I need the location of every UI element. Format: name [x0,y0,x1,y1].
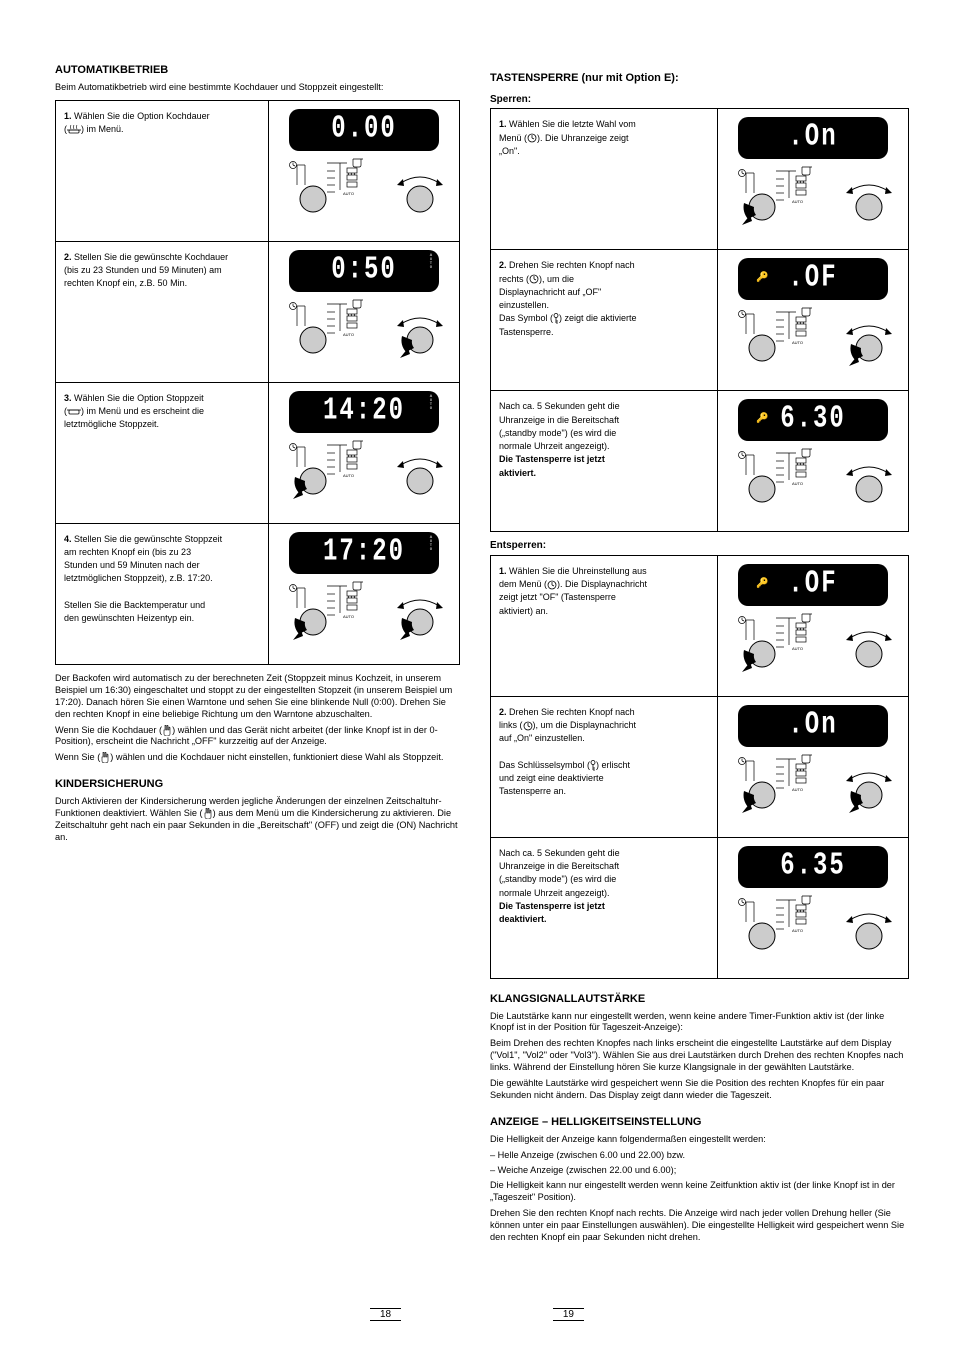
knob-row: AUTO [724,445,904,515]
step-num: 1. [64,111,72,121]
auto-panel-2: 2. Stellen Sie die gewünschte Kochdauer … [55,241,460,382]
knob-row: AUTO [724,304,904,374]
unlock-panel-2: 2. Drehen Sie rechten Knopf nach links (… [490,696,909,837]
klang-title: KLANGSIGNALLAUTSTÄRKE [490,993,909,1007]
knob-row: AUTO [275,578,455,648]
lcd-display: 0.00 [289,109,439,151]
lcd-display: .On [738,705,888,747]
knob-row: AUTO [724,892,904,962]
svg-text:AUTO: AUTO [792,481,803,486]
auto-section-title: AUTOMATIKBETRIEB [55,64,460,78]
lcd-display: 6.35 [738,846,888,888]
clock-icon [523,721,533,731]
key-icon [590,760,596,771]
svg-text:AUTO: AUTO [792,928,803,933]
knob-row: AUTO [724,751,904,821]
lock-panel-1: 1. Wählen Sie die letzte Wahl vom Menü (… [490,108,909,249]
auto-panel-4: 4. Stellen Sie die gewünschte Stoppzeit … [55,523,460,665]
svg-text:AUTO: AUTO [792,646,803,651]
svg-text:AUTO: AUTO [343,473,354,478]
svg-text:AUTO: AUTO [792,340,803,345]
knob-row: AUTO [724,163,904,233]
lcd-display: 14:20AUTO [289,391,439,433]
lcd-display: 🔑.OF [738,258,888,300]
knob-row: AUTO [275,155,455,225]
key-icon [553,313,559,324]
childsafe-title: KINDERSICHERUNG [55,778,460,792]
klang-body: Die Lautstärke kann nur eingestellt werd… [490,1011,909,1103]
lock-panel-3: Nach ca. 5 Sekunden geht die Uhranzeige … [490,390,909,532]
hand-icon [162,725,172,736]
pot-flat-icon [67,408,81,415]
clock-icon [529,274,539,284]
page-number-right: 19 [553,1309,584,1322]
page-number-left: 18 [370,1309,401,1322]
lcd-display: 17:20AUTO [289,532,439,574]
anzeige-title: ANZEIGE – HELLIGKEITSEINSTELLUNG [490,1116,909,1130]
keylock-title: TASTENSPERRE (nur mit Option E): [490,72,909,86]
svg-text:AUTO: AUTO [343,332,354,337]
knob-row: AUTO [275,296,455,366]
svg-text:AUTO: AUTO [343,191,354,196]
lcd-display: 0:50AUTO [289,250,439,292]
auto-panel-3: 3. Wählen Sie die Option Stoppzeit () im… [55,382,460,523]
childsafe-para: Durch Aktivieren der Kindersicherung wer… [55,796,460,844]
anzeige-body: Die Helligkeit der Anzeige kann folgende… [490,1134,909,1244]
pot-steam-icon [67,125,81,134]
unlock-panel-3: Nach ca. 5 Sekunden geht die Uhranzeige … [490,837,909,979]
svg-text:AUTO: AUTO [343,614,354,619]
clock-icon [547,580,557,590]
knob-row: AUTO [724,610,904,680]
svg-text:AUTO: AUTO [792,199,803,204]
lcd-display: .On [738,117,888,159]
auto-intro: Beim Automatikbetrieb wird eine bestimmt… [55,82,460,94]
step-line: Wählen Sie die Option Kochdauer [74,111,210,121]
lcd-display: 🔑.OF [738,564,888,606]
auto-panel-1: 1. Wählen Sie die Option Kochdauer () im… [55,100,460,241]
hand-icon [203,808,213,819]
lock-panel-2: 2. Drehen Sie rechten Knopf nach rechts … [490,249,909,390]
unlock-subtitle: Entsperren: [490,540,909,553]
knob-row: AUTO [275,437,455,507]
hand-icon [100,752,110,763]
lcd-display: 🔑6.30 [738,399,888,441]
auto-after: Der Backofen wird automatisch zu der ber… [55,673,460,765]
clock-icon [527,133,537,143]
svg-text:AUTO: AUTO [792,787,803,792]
unlock-panel-1: 1. Wählen Sie die Uhreinstellung aus dem… [490,555,909,696]
lock-subtitle: Sperren: [490,94,909,107]
